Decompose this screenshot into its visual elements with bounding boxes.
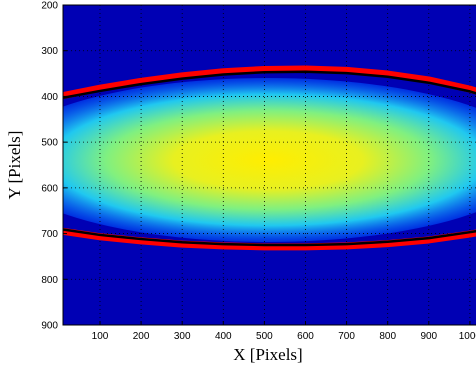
x-tick-label: 300 bbox=[174, 331, 191, 342]
x-tick-label: 100 bbox=[92, 331, 109, 342]
x-tick-label: 200 bbox=[133, 331, 150, 342]
series-line bbox=[63, 70, 476, 100]
intensity-image bbox=[63, 78, 476, 242]
y-axis-label: Y [Pixels] bbox=[5, 131, 24, 200]
y-tick-label: 700 bbox=[41, 229, 58, 240]
y-tick-label: 800 bbox=[41, 275, 58, 286]
x-tick-label: 800 bbox=[379, 331, 396, 342]
x-tick-label: 400 bbox=[215, 331, 232, 342]
y-tick-label: 500 bbox=[41, 138, 58, 149]
series-line bbox=[63, 228, 476, 247]
y-tick-label: 900 bbox=[41, 321, 58, 332]
y-tick-label: 400 bbox=[41, 92, 58, 103]
axes-box bbox=[62, 4, 476, 326]
x-axis-label: X [Pixels] bbox=[233, 345, 302, 364]
plot-area bbox=[63, 5, 476, 325]
y-tick-label: 200 bbox=[41, 1, 58, 12]
series-line bbox=[63, 227, 476, 251]
series-line bbox=[63, 65, 476, 100]
x-tick-label: 900 bbox=[420, 331, 437, 342]
x-tick-label: 1000 bbox=[459, 331, 476, 342]
y-tick-label: 300 bbox=[41, 46, 58, 57]
x-tick-label: 600 bbox=[297, 331, 314, 342]
x-tick-label: 700 bbox=[338, 331, 355, 342]
y-tick-label: 600 bbox=[41, 183, 58, 194]
x-tick-label: 500 bbox=[256, 331, 273, 342]
